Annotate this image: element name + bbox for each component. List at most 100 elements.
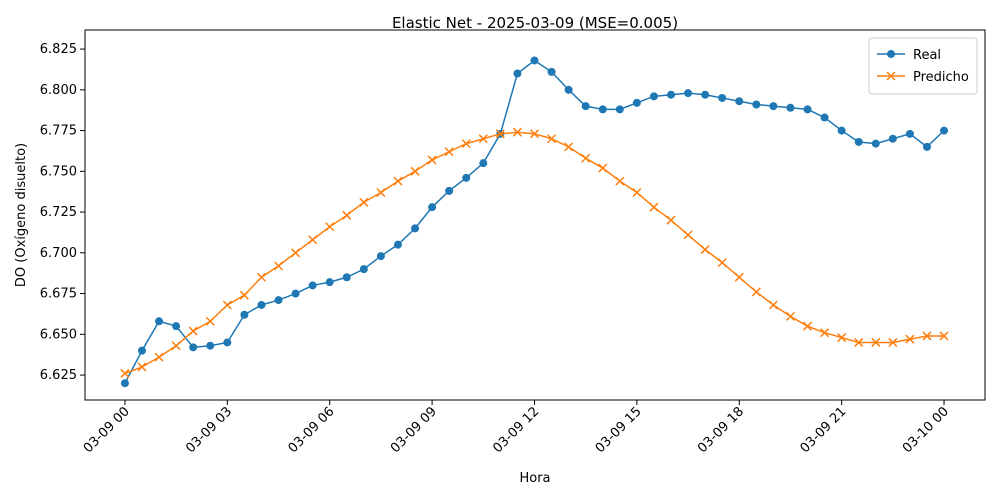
point-marker [274, 296, 283, 305]
point-marker [325, 278, 334, 287]
y-tick-label: 6.800 [40, 83, 77, 98]
point-marker [649, 202, 659, 212]
point-marker [854, 137, 863, 146]
point-marker [564, 85, 573, 94]
point-marker [291, 248, 301, 258]
point-marker [427, 155, 437, 165]
point-marker [359, 265, 368, 274]
point-marker [802, 321, 813, 331]
point-marker [461, 139, 471, 149]
point-marker [222, 300, 232, 310]
point-marker [547, 67, 556, 76]
point-marker [530, 56, 539, 65]
y-tick-label: 6.650 [40, 327, 77, 342]
point-marker [495, 129, 505, 139]
point-marker [273, 261, 284, 271]
plot-frame [84, 29, 986, 401]
point-marker [751, 287, 761, 297]
point-marker [240, 310, 249, 319]
legend-label: Predicho [913, 70, 969, 85]
point-marker [718, 93, 727, 102]
point-marker [905, 129, 914, 138]
point-marker [308, 281, 317, 290]
point-marker [820, 328, 830, 338]
point-marker [479, 159, 488, 168]
point-marker [888, 337, 898, 347]
point-marker [564, 142, 574, 152]
point-marker [205, 316, 215, 326]
point-marker [120, 379, 129, 388]
point-marker [256, 272, 266, 282]
point-marker [444, 147, 454, 157]
point-marker [837, 333, 847, 343]
plot-area [120, 56, 949, 388]
point-marker [137, 362, 147, 372]
point-marker [393, 176, 403, 186]
point-marker [393, 240, 402, 249]
x-axis-label: Hora [519, 471, 550, 486]
point-marker [598, 163, 608, 173]
point-marker [172, 322, 181, 331]
point-marker [735, 97, 744, 106]
y-tick-label: 6.725 [40, 205, 77, 220]
point-marker [632, 98, 641, 107]
point-marker [768, 300, 778, 310]
point-marker [359, 197, 369, 207]
legend-box [868, 37, 978, 95]
point-marker [189, 343, 198, 352]
legend-label: Real [913, 48, 941, 63]
point-marker [700, 245, 710, 255]
point-marker [376, 252, 385, 261]
point-marker [922, 331, 932, 341]
point-marker [752, 100, 761, 109]
point-marker [632, 187, 642, 198]
point-marker [871, 337, 881, 347]
point-marker [701, 90, 710, 99]
point-marker [137, 346, 146, 355]
y-tick-label: 6.700 [40, 246, 77, 261]
point-marker [581, 153, 591, 163]
point-marker [734, 272, 744, 282]
point-marker [649, 92, 658, 101]
point-marker [939, 331, 949, 341]
point-marker [155, 317, 164, 326]
point-marker [888, 134, 897, 143]
point-marker [922, 142, 931, 151]
point-marker [445, 186, 454, 195]
point-marker [239, 290, 249, 300]
point-marker [376, 187, 386, 198]
point-marker [512, 127, 522, 137]
point-marker [462, 173, 471, 182]
legend-marker [886, 71, 896, 81]
point-marker [171, 341, 181, 351]
point-marker [428, 203, 437, 212]
point-marker [547, 134, 557, 144]
point-marker [769, 102, 778, 111]
point-marker [615, 176, 625, 186]
point-marker [257, 300, 266, 309]
point-marker [785, 311, 795, 321]
point-marker [529, 129, 540, 139]
point-marker [598, 105, 607, 114]
point-marker [342, 273, 351, 282]
point-marker [120, 368, 130, 378]
point-marker [940, 126, 949, 135]
point-marker [854, 337, 864, 347]
y-tick-label: 6.775 [40, 124, 77, 139]
point-marker [410, 166, 420, 176]
y-tick-label: 6.675 [40, 287, 77, 302]
point-marker [684, 89, 693, 98]
y-axis-label: DO (Oxígeno disuelto) [14, 143, 29, 287]
point-marker [342, 210, 352, 220]
point-marker [871, 139, 880, 148]
point-marker [325, 222, 335, 232]
point-marker [786, 103, 795, 112]
y-tick-label: 6.625 [40, 368, 77, 383]
point-marker [308, 235, 318, 245]
point-marker [291, 289, 300, 298]
point-marker [667, 90, 676, 99]
point-marker [581, 102, 590, 111]
point-marker [683, 230, 693, 240]
